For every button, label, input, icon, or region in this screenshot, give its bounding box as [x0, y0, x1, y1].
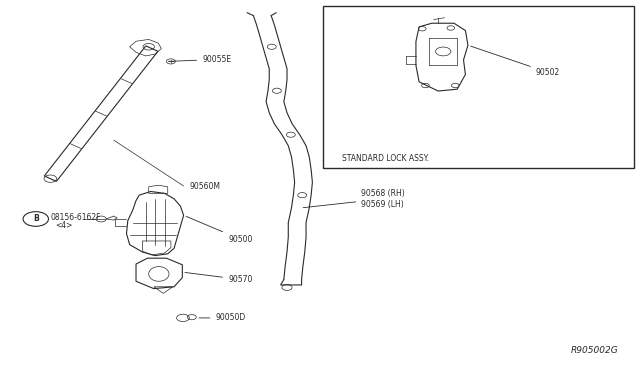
Text: R905002G: R905002G — [570, 346, 618, 355]
Text: 90570: 90570 — [185, 272, 252, 284]
Text: 90500: 90500 — [186, 217, 252, 244]
Text: 90050D: 90050D — [199, 314, 246, 323]
Text: 90568 (RH)
90569 (LH): 90568 (RH) 90569 (LH) — [303, 189, 405, 209]
Text: 90055E: 90055E — [168, 55, 231, 64]
Text: <4>: <4> — [55, 221, 72, 230]
Text: 90502: 90502 — [470, 46, 560, 77]
Text: B: B — [33, 215, 38, 224]
Bar — [323, 6, 634, 168]
Text: 08156-6162F: 08156-6162F — [51, 214, 101, 222]
Text: 90560M: 90560M — [190, 182, 221, 190]
Text: STANDARD LOCK ASSY.: STANDARD LOCK ASSY. — [342, 154, 429, 163]
